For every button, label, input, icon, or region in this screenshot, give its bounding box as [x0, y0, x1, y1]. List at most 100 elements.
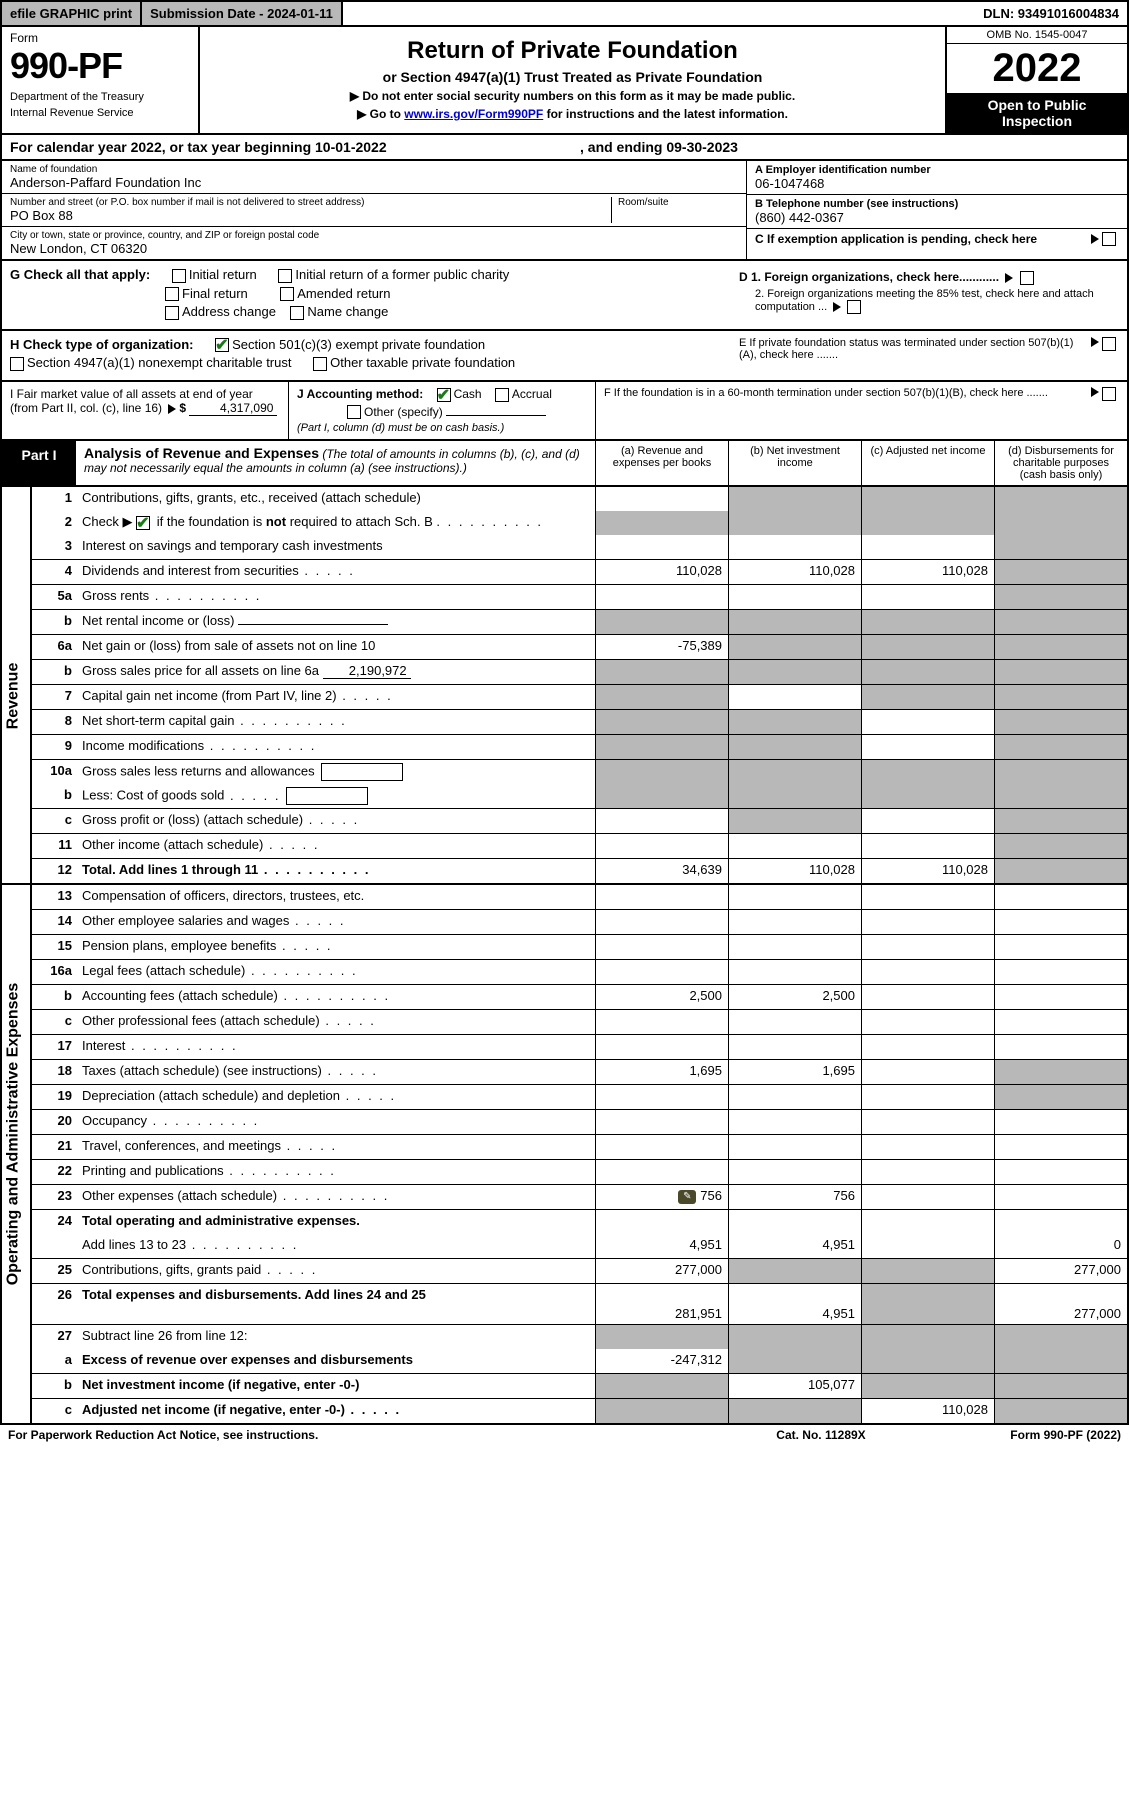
cell-d [994, 960, 1127, 984]
g-check-section: G Check all that apply: Initial return I… [0, 261, 1129, 331]
cell-d [994, 710, 1127, 734]
row-26: 26 Total expenses and disbursements. Add… [32, 1284, 1127, 1325]
row-4: 4 Dividends and interest from securities… [32, 560, 1127, 585]
expenses-table: Operating and Administrative Expenses 13… [0, 885, 1129, 1425]
cell-b [728, 1110, 861, 1134]
f-line: F If the foundation is in a 60-month ter… [604, 387, 1119, 401]
cell-c [861, 487, 994, 511]
name-row: Name of foundation Anderson-Paffard Foun… [2, 161, 746, 194]
initial-return-checkbox[interactable] [172, 269, 186, 283]
row-desc: Interest on savings and temporary cash i… [78, 535, 595, 559]
cell-b: 4,951 [728, 1284, 861, 1324]
d2-checkbox[interactable] [847, 300, 861, 314]
row-num: 22 [32, 1160, 78, 1184]
form-header: Form 990-PF Department of the Treasury I… [0, 27, 1129, 135]
address-change-checkbox[interactable] [165, 306, 179, 320]
omb-number: OMB No. 1545-0047 [947, 27, 1127, 44]
cell-d [994, 1349, 1127, 1373]
e-checkbox[interactable] [1102, 337, 1116, 351]
cell-c [861, 1035, 994, 1059]
j-label: J Accounting method: [297, 387, 423, 401]
cell-c [861, 1210, 994, 1234]
addr-val: PO Box 88 [10, 208, 611, 223]
cell-c [861, 985, 994, 1009]
f-section: F If the foundation is in a 60-month ter… [596, 382, 1127, 440]
cell-a [595, 610, 728, 634]
top-bar: efile GRAPHIC print Submission Date - 20… [0, 0, 1129, 27]
exemption-row: C If exemption application is pending, c… [747, 229, 1127, 249]
cell-c: 110,028 [861, 560, 994, 584]
g-line2: Final return Amended return [165, 286, 731, 302]
row-num: 26 [32, 1284, 78, 1324]
exemption-checkbox[interactable] [1102, 232, 1116, 246]
501c3-checkbox[interactable] [215, 338, 229, 352]
footer-left: For Paperwork Reduction Act Notice, see … [8, 1428, 721, 1442]
efile-label[interactable]: efile GRAPHIC print [2, 2, 142, 25]
cash-checkbox[interactable] [437, 388, 451, 402]
info-right: A Employer identification number 06-1047… [746, 161, 1127, 259]
h2: Section 4947(a)(1) nonexempt charitable … [27, 355, 291, 370]
cell-a [595, 1085, 728, 1109]
row-desc: Gross sales price for all assets on line… [78, 660, 595, 684]
cell-c: 110,028 [861, 859, 994, 883]
row-desc: Other expenses (attach schedule) [78, 1185, 595, 1209]
cell-c [861, 1284, 994, 1324]
dots [245, 963, 357, 978]
row-6a: 6a Net gain or (loss) from sale of asset… [32, 635, 1127, 660]
row-desc: Taxes (attach schedule) (see instruction… [78, 1060, 595, 1084]
row-1: 1 Contributions, gifts, grants, etc., re… [32, 487, 1127, 511]
row-6b: b Gross sales price for all assets on li… [32, 660, 1127, 685]
info-left: Name of foundation Anderson-Paffard Foun… [2, 161, 746, 259]
footer-form: Form 990-PF (2022) [921, 1428, 1121, 1442]
cell-d [994, 885, 1127, 909]
row-num: 7 [32, 685, 78, 709]
cell-a: 1,695 [595, 1060, 728, 1084]
other-method-checkbox[interactable] [347, 405, 361, 419]
cell-d [994, 635, 1127, 659]
cell-d [994, 809, 1127, 833]
name-change-checkbox[interactable] [290, 306, 304, 320]
accrual-checkbox[interactable] [495, 388, 509, 402]
amended-checkbox[interactable] [280, 287, 294, 301]
dots [337, 688, 393, 703]
cell-d [994, 935, 1127, 959]
f-checkbox[interactable] [1102, 387, 1116, 401]
d1-checkbox[interactable] [1020, 271, 1034, 285]
j-line2: Other (specify) [347, 405, 587, 420]
cell-a [595, 1035, 728, 1059]
row-num: 6a [32, 635, 78, 659]
4947-checkbox[interactable] [10, 357, 24, 371]
cell-b [728, 635, 861, 659]
room-label: Room/suite [618, 197, 738, 208]
cell-c [861, 1325, 994, 1349]
tax-year: 2022 [947, 44, 1127, 93]
cell-d [994, 735, 1127, 759]
final-return-checkbox[interactable] [165, 287, 179, 301]
cell-c [861, 511, 994, 535]
initial-public-checkbox[interactable] [278, 269, 292, 283]
cell-a [595, 760, 728, 784]
irs-link[interactable]: www.irs.gov/Form990PF [404, 107, 543, 121]
form-label: Form [10, 31, 190, 45]
cell-a: 281,951 [595, 1284, 728, 1324]
attachment-icon[interactable]: ✎ [678, 1190, 696, 1204]
other-taxable-checkbox[interactable] [313, 357, 327, 371]
revenue-side-label: Revenue [2, 487, 32, 883]
expenses-side-label: Operating and Administrative Expenses [2, 885, 32, 1423]
d-right: D 1. Foreign organizations, check here..… [731, 267, 1119, 323]
cell-d [994, 660, 1127, 684]
cell-a [595, 834, 728, 858]
row-desc: Occupancy [78, 1110, 595, 1134]
phone-val: (860) 442-0367 [755, 210, 1119, 225]
cell-a [595, 585, 728, 609]
ein-label: A Employer identification number [755, 164, 1119, 176]
room-col: Room/suite [611, 197, 738, 223]
cell-c [861, 1349, 994, 1373]
cell-d [994, 610, 1127, 634]
row-num [32, 1234, 78, 1258]
g5: Address change [182, 304, 276, 319]
row-11: 11 Other income (attach schedule) [32, 834, 1127, 859]
row-num: 13 [32, 885, 78, 909]
sch-b-checkbox[interactable] [136, 516, 150, 530]
d1-label: D 1. Foreign organizations, check here..… [739, 270, 999, 284]
